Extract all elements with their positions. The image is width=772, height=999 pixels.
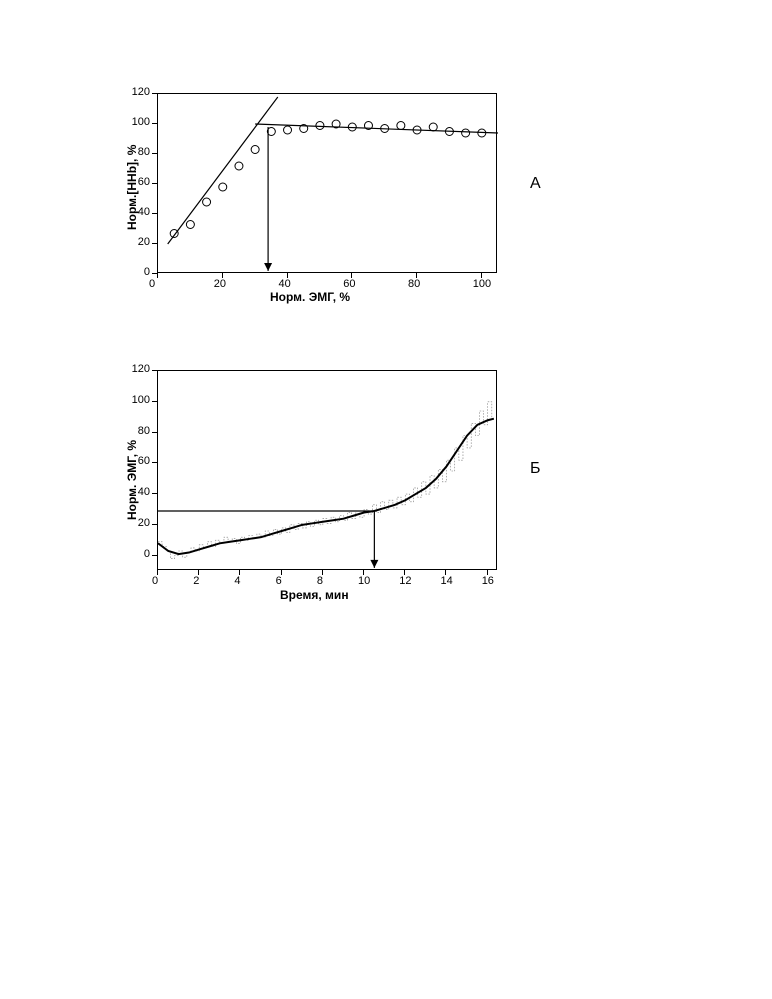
- chart-a-plot-area: [157, 93, 497, 273]
- chart-b-svg: [158, 371, 498, 571]
- chart-b-ytick-label: 0: [144, 548, 150, 560]
- chart-b-xlabel: Время, мин: [280, 588, 349, 602]
- chart-b-xtick-label: 8: [317, 575, 323, 587]
- chart-a-xtick-label: 80: [408, 278, 420, 290]
- chart-b-ytick: [152, 493, 157, 494]
- chart-a-ytick-label: 60: [138, 176, 150, 188]
- chart-a-ytick: [152, 183, 157, 184]
- chart-a-ytick: [152, 123, 157, 124]
- chart-b-xtick-label: 10: [358, 575, 370, 587]
- chart-b-xtick-label: 12: [399, 575, 411, 587]
- chart-b-xtick-label: 14: [440, 575, 452, 587]
- chart-b-plot-area: [157, 370, 497, 570]
- chart-a-ytick-label: 120: [132, 86, 150, 98]
- chart-b-xtick-label: 0: [152, 575, 158, 587]
- chart-b-ytick-label: 100: [132, 394, 150, 406]
- chart-a-panel-label: А: [530, 175, 541, 193]
- chart-b-ytick: [152, 401, 157, 402]
- chart-b-container: [157, 370, 497, 570]
- chart-a-xtick-label: 40: [279, 278, 291, 290]
- chart-a-xtick: [157, 273, 158, 278]
- chart-b-xtick-label: 16: [482, 575, 494, 587]
- chart-a-ytick: [152, 213, 157, 214]
- chart-b-ytick-label: 40: [138, 486, 150, 498]
- chart-b-xtick-label: 6: [276, 575, 282, 587]
- chart-a-ytick-label: 40: [138, 206, 150, 218]
- chart-a-ytick: [152, 243, 157, 244]
- chart-a-xtick-label: 100: [473, 278, 491, 290]
- chart-a-ytick: [152, 153, 157, 154]
- chart-a-ytick-label: 20: [138, 236, 150, 248]
- chart-a-ytick-label: 80: [138, 146, 150, 158]
- chart-a-container: [157, 93, 497, 273]
- chart-b-ylabel: Норм. ЭМГ, %: [125, 440, 139, 520]
- chart-b-ytick: [152, 524, 157, 525]
- chart-a-xtick-label: 20: [214, 278, 226, 290]
- chart-a-xtick-label: 0: [149, 278, 155, 290]
- chart-a-xtick-label: 60: [343, 278, 355, 290]
- chart-b-ytick-label: 80: [138, 425, 150, 437]
- chart-a-svg: [158, 94, 498, 274]
- chart-a-ytick-label: 100: [132, 116, 150, 128]
- chart-b-ytick-label: 120: [132, 363, 150, 375]
- chart-b-ytick: [152, 462, 157, 463]
- chart-b-xtick-label: 2: [193, 575, 199, 587]
- chart-b-ytick-label: 20: [138, 517, 150, 529]
- chart-b-ytick-label: 60: [138, 455, 150, 467]
- chart-a-ytick: [152, 93, 157, 94]
- chart-b-panel-label: Б: [530, 460, 541, 478]
- chart-b-ytick: [152, 370, 157, 371]
- chart-b-ytick: [152, 555, 157, 556]
- chart-a-ytick: [152, 273, 157, 274]
- chart-a-xlabel: Норм. ЭМГ, %: [270, 290, 350, 304]
- chart-b-ytick: [152, 432, 157, 433]
- chart-a-ytick-label: 0: [144, 266, 150, 278]
- chart-b-xtick-label: 4: [234, 575, 240, 587]
